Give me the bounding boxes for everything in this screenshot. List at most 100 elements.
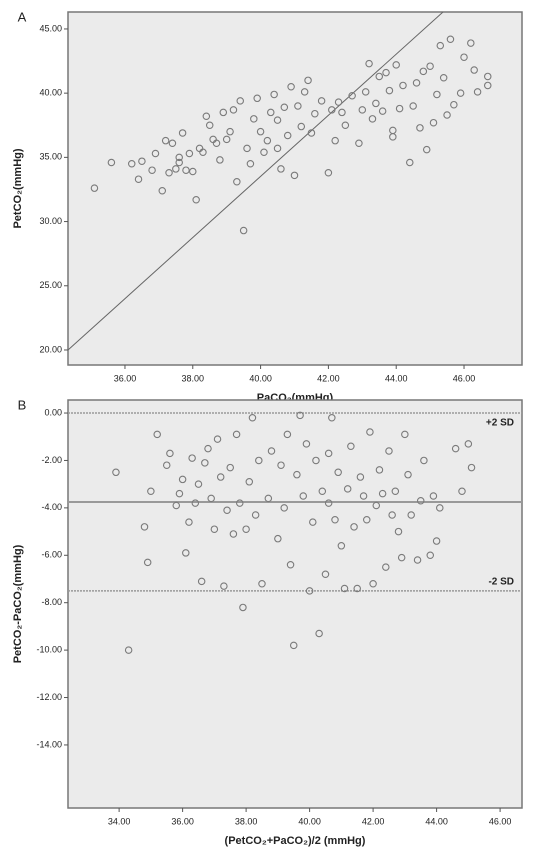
y-tick-label: -10.00 (36, 644, 62, 654)
point (315, 629, 323, 638)
point (460, 53, 468, 61)
point (178, 475, 187, 484)
point (356, 473, 365, 481)
point (395, 104, 404, 113)
point (188, 454, 196, 462)
point (334, 468, 342, 477)
point (305, 587, 314, 595)
point (242, 525, 250, 533)
y-tick-label: 45.00 (39, 23, 62, 33)
point (300, 88, 309, 96)
y-axis-label: PetCO₂(mmHg) (12, 148, 24, 228)
point (270, 90, 278, 99)
point (304, 76, 312, 85)
point (140, 523, 149, 531)
point (401, 430, 409, 439)
point (236, 499, 244, 507)
point (226, 463, 234, 472)
point (467, 463, 476, 472)
point (253, 94, 261, 103)
y-axis-label: PetCO₂-PaCO₂(mmHg) (12, 544, 24, 663)
point (324, 499, 333, 507)
point (280, 504, 288, 512)
point (464, 440, 473, 448)
point (426, 62, 434, 70)
point (197, 577, 206, 586)
point (182, 549, 190, 557)
point (201, 459, 209, 467)
point (467, 39, 475, 47)
point (293, 470, 301, 479)
point (165, 169, 173, 177)
y-tick-label: 20.00 (39, 344, 62, 354)
point (219, 108, 228, 117)
point (274, 534, 282, 543)
point (199, 148, 207, 156)
point (185, 518, 193, 526)
point (267, 447, 276, 455)
point (422, 145, 431, 154)
point (202, 112, 211, 121)
point (263, 136, 272, 145)
point (426, 551, 434, 560)
point (205, 121, 214, 130)
point (245, 478, 254, 486)
point (337, 542, 346, 550)
point (194, 480, 203, 488)
point (378, 107, 387, 115)
point (340, 584, 349, 593)
reference-line (67, 11, 444, 351)
point (368, 115, 377, 123)
point (347, 442, 355, 450)
point (273, 144, 282, 153)
y-tick-label: -12.00 (36, 692, 62, 702)
point (185, 149, 194, 158)
point (112, 468, 120, 477)
point (229, 106, 238, 114)
x-tick-label: 42.00 (362, 816, 385, 826)
point (297, 122, 306, 131)
point (204, 444, 212, 453)
x-tick-label: 40.00 (249, 373, 272, 383)
point (392, 61, 400, 69)
x-tick-label: 36.00 (171, 816, 194, 826)
point (264, 494, 273, 503)
point (397, 553, 406, 562)
point (151, 149, 160, 158)
point (246, 160, 255, 168)
point (484, 81, 492, 90)
point (324, 169, 333, 177)
x-tick-label: 40.00 (298, 816, 321, 826)
point (416, 497, 425, 505)
point (404, 470, 412, 479)
x-tick-label: 46.00 (489, 816, 512, 826)
point (348, 91, 356, 100)
point (158, 186, 167, 195)
point (236, 97, 244, 105)
point (375, 72, 384, 81)
point (413, 556, 422, 564)
point (239, 226, 248, 235)
point (134, 175, 143, 183)
point (175, 153, 183, 162)
point (416, 124, 424, 132)
point (412, 79, 421, 87)
point (189, 167, 197, 176)
point (365, 59, 373, 68)
point (153, 430, 161, 439)
point (147, 487, 155, 496)
point (138, 157, 146, 165)
point (473, 88, 482, 96)
panel-label: B (18, 397, 27, 412)
point (361, 88, 370, 96)
x-tick-label: 42.00 (317, 373, 340, 383)
point (172, 501, 181, 510)
point (382, 563, 390, 571)
point (220, 582, 228, 590)
y-tick-label: 0.00 (44, 407, 62, 417)
x-tick-label: 34.00 (108, 816, 131, 826)
point (451, 444, 460, 453)
reference-label: +2 SD (486, 418, 514, 429)
point (143, 558, 152, 567)
point (287, 82, 295, 91)
